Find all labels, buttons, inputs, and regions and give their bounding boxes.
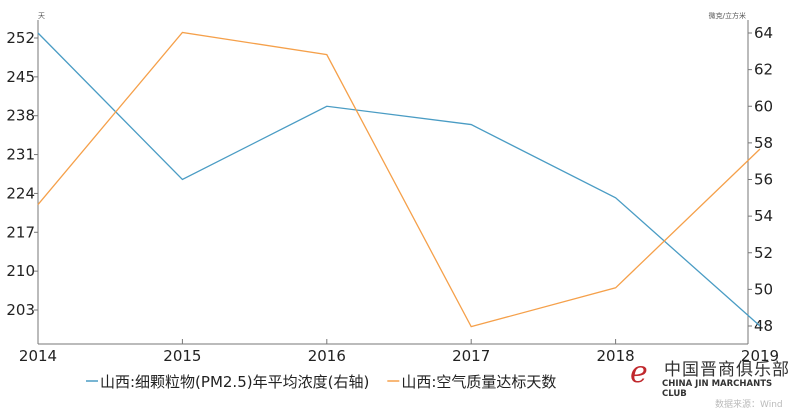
left-tick-label: 210 (6, 262, 35, 280)
left-tick-label: 231 (6, 146, 35, 164)
legend-label-1: 山西:细颗粒物(PM2.5)年平均浓度(右轴) (100, 373, 369, 391)
series-line-2 (37, 31, 761, 328)
right-tick-label: 64 (754, 24, 773, 42)
left-axis-unit: 天 (38, 12, 45, 20)
x-tick-label: 2016 (308, 347, 346, 365)
left-tick-label: 245 (6, 68, 35, 86)
x-tick-label: 2019 (741, 347, 779, 365)
right-axis-unit: 微克/立方米 (709, 11, 746, 20)
watermark-logo: e 中国晋商俱乐部 CHINA JIN MARCHANTS CLUB (628, 355, 798, 399)
right-tick-label: 56 (754, 171, 773, 189)
right-tick-label: 60 (754, 97, 773, 115)
source-note: 数据来源：Wind (715, 400, 783, 408)
left-tick-label: 203 (6, 301, 35, 319)
right-tick-label: 58 (754, 134, 773, 152)
left-tick-label: 224 (6, 184, 35, 202)
left-tick-label: 252 (6, 29, 35, 47)
right-tick-label: 54 (754, 207, 773, 225)
x-tick-label: 2014 (19, 347, 57, 365)
x-tick-label: 2017 (452, 347, 490, 365)
logo-en-text: CHINA JIN MARCHANTS CLUB (662, 379, 773, 399)
logo-cn-text: 中国晋商俱乐部 (664, 360, 790, 380)
series-line-1 (37, 32, 761, 327)
x-tick-label: 2015 (163, 347, 201, 365)
legend-label-2: 山西:空气质量达标天数 (401, 373, 556, 391)
right-tick-label: 50 (754, 280, 773, 298)
logo-mark-icon: e (630, 355, 648, 390)
x-tick-label: 2018 (597, 347, 635, 365)
right-tick-label: 52 (754, 244, 773, 262)
right-tick-label: 62 (754, 61, 773, 79)
left-tick-label: 217 (6, 223, 35, 241)
left-tick-label: 238 (6, 107, 35, 125)
right-tick-label: 48 (754, 317, 773, 335)
